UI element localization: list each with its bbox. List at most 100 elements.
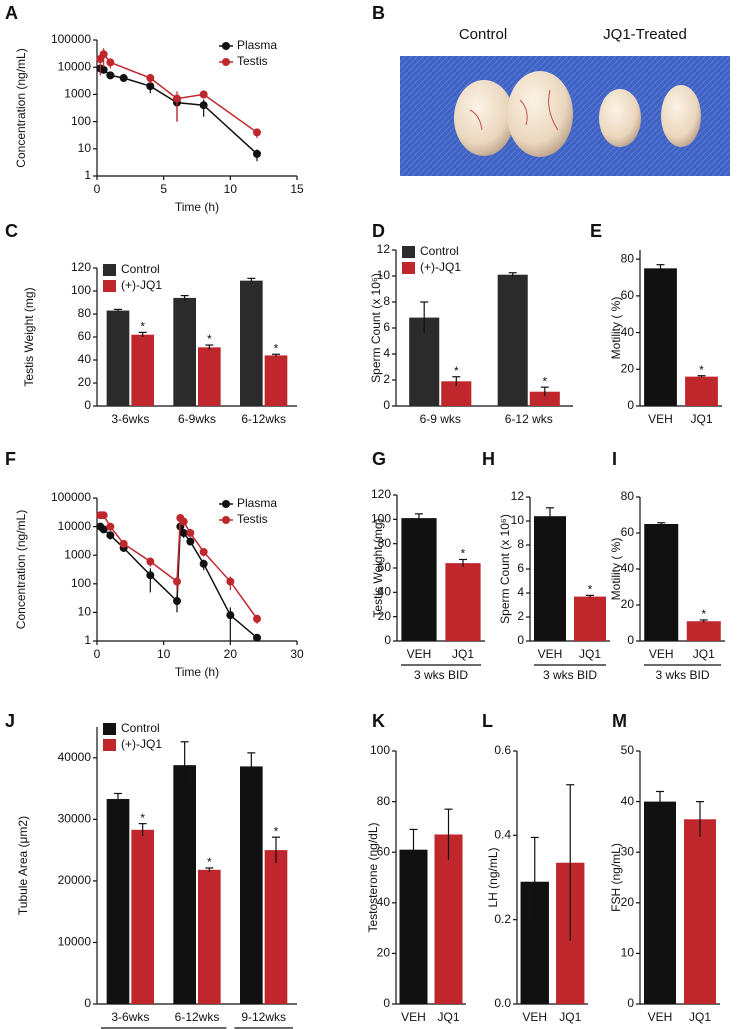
- y-tick-label: 80: [377, 794, 391, 808]
- panel-letter: B: [372, 3, 385, 23]
- y-axis-label: Tubule Area (μm2): [16, 816, 30, 915]
- y-tick-label: 0: [627, 996, 634, 1010]
- x-tick-label: VEH: [648, 1010, 673, 1024]
- legend-label: Plasma: [237, 496, 277, 510]
- legend-marker: [222, 516, 230, 524]
- y-tick-label: 120: [371, 487, 391, 501]
- y-tick-label: 0: [383, 996, 390, 1010]
- y-axis-label: Testis Weight (mg): [22, 287, 36, 386]
- data-point: [99, 65, 108, 74]
- y-tick-label: 20: [378, 609, 392, 623]
- significance-star: *: [701, 607, 706, 621]
- panel-letter: L: [482, 711, 493, 731]
- legend-label: Plasma: [237, 38, 277, 52]
- photo-caption: JQ1-Treated: [603, 26, 687, 43]
- legend-label: Testis: [237, 512, 268, 526]
- group-label: 3 wks BID: [414, 668, 468, 682]
- data-point: [179, 528, 188, 537]
- data-point: [146, 557, 155, 566]
- data-point: [173, 577, 181, 586]
- y-tick-label: 1000: [64, 87, 91, 101]
- y-tick-label: 20: [621, 895, 635, 909]
- y-axis-label: LH (ng/mL): [486, 847, 500, 907]
- y-tick-label: 12: [511, 489, 525, 503]
- data-point: [199, 101, 208, 110]
- bar: [644, 524, 679, 641]
- y-tick-label: 8: [517, 537, 524, 551]
- bar: [401, 518, 437, 641]
- x-tick-label: VEH: [648, 412, 673, 426]
- y-tick-label: 0.6: [494, 743, 511, 757]
- y-tick-label: 8: [383, 294, 390, 308]
- data-point: [226, 577, 235, 586]
- legend-label: (+)-JQ1: [420, 260, 461, 274]
- x-tick-label: 3-6wks: [111, 1010, 149, 1024]
- group-label: 3 wks BID: [655, 668, 709, 682]
- data-point: [199, 547, 208, 556]
- y-tick-label: 80: [378, 536, 392, 550]
- x-tick-label: JQ1: [559, 1010, 581, 1024]
- y-tick-label: 20000: [58, 873, 92, 887]
- y-tick-label: 1000: [64, 547, 91, 561]
- significance-star: *: [461, 547, 466, 561]
- panel-letter: I: [612, 449, 617, 469]
- bar: [445, 563, 481, 641]
- y-axis-label: Testosterone (ng/dL): [366, 822, 380, 932]
- y-tick-label: 6: [517, 561, 524, 575]
- x-tick-label: 6-12wks: [241, 412, 286, 426]
- bar: [106, 799, 130, 1004]
- x-tick-label: VEH: [522, 1010, 547, 1024]
- y-axis-label: Testis Weight (mg): [371, 518, 385, 617]
- significance-star: *: [207, 332, 212, 346]
- bar: [644, 801, 676, 1004]
- data-point: [253, 614, 261, 623]
- panel-letter: F: [5, 449, 16, 469]
- bar: [529, 391, 560, 406]
- y-tick-label: 0.0: [494, 996, 511, 1010]
- y-tick-label: 10000: [58, 935, 92, 949]
- data-point: [106, 58, 115, 67]
- y-tick-label: 100000: [51, 490, 91, 504]
- x-tick-label: JQ1: [693, 647, 715, 661]
- bar: [685, 376, 718, 406]
- photo-caption: Control: [459, 26, 507, 43]
- x-tick-label: JQ1: [579, 647, 601, 661]
- x-tick-label: 10: [157, 647, 171, 661]
- y-tick-label: 10: [621, 946, 635, 960]
- y-tick-label: 12: [377, 242, 391, 256]
- bar: [198, 347, 221, 406]
- y-tick-label: 1: [84, 168, 91, 182]
- legend-swatch: [402, 246, 415, 258]
- y-tick-label: 100: [370, 743, 390, 757]
- y-tick-label: 20: [377, 946, 391, 960]
- y-tick-label: 40: [78, 352, 92, 366]
- y-tick-label: 40: [377, 895, 391, 909]
- y-tick-label: 100: [71, 283, 91, 297]
- data-point: [146, 74, 155, 83]
- data-point: [173, 94, 181, 103]
- y-tick-label: 40: [378, 585, 392, 599]
- y-tick-label: 4: [383, 346, 390, 360]
- y-tick-label: 0.4: [494, 828, 511, 842]
- y-tick-label: 1: [84, 633, 91, 647]
- x-tick-label: JQ1: [452, 647, 474, 661]
- x-tick-label: 10: [224, 182, 238, 196]
- y-tick-label: 40: [621, 794, 635, 808]
- y-tick-label: 4: [517, 585, 524, 599]
- x-tick-label: 6-9wks: [178, 412, 216, 426]
- y-axis-label: Concentration (ng/mL): [14, 510, 28, 629]
- y-tick-label: 80: [78, 306, 92, 320]
- bar: [106, 310, 130, 406]
- x-tick-label: JQ1: [689, 1010, 711, 1024]
- y-tick-label: 0: [84, 398, 91, 412]
- data-point: [179, 517, 188, 526]
- y-tick-label: 100: [71, 576, 91, 590]
- group-label: 3 wks BID: [543, 668, 597, 682]
- x-tick-label: 6-12 wks: [505, 412, 553, 426]
- bar: [644, 268, 677, 406]
- bar: [240, 280, 263, 406]
- y-axis-label: FSH (ng/mL): [609, 843, 623, 912]
- y-tick-label: 40: [621, 561, 635, 575]
